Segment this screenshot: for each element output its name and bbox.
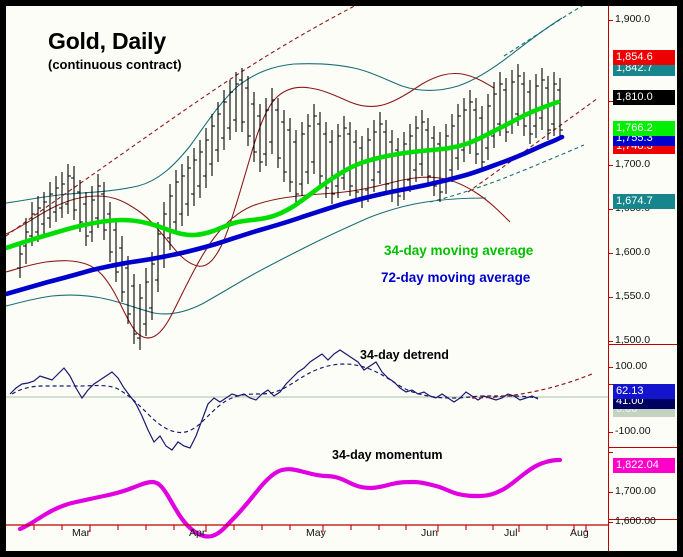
detrend-projection-line [471,373,593,399]
momentum-label-1822[interactable]: 1,822.04 [613,458,675,473]
panel-divider [608,519,677,520]
plot-area [6,6,608,551]
legend-ma72-label: 72-day moving average [381,270,531,285]
panel-divider [608,447,677,448]
ma34-line [6,99,561,251]
price-axis-line [608,6,609,551]
upper-band-line [6,72,495,267]
panel-divider [608,344,677,345]
scale-tick [608,253,613,254]
scale-label-1600: 1,600.0 [615,246,651,258]
scale-tick [608,165,613,166]
scale-label-neg100: -100.00 [615,425,651,437]
x-axis-minor-ticks [33,525,587,532]
price-label-1674[interactable]: 1,674.7 [613,194,675,209]
chart-canvas [6,6,608,551]
upper-channel-line [6,17,563,204]
price-scale[interactable]: 1,900.0 1,800.0 1,700.0 1,650.0 1,600.0 … [608,6,677,551]
x-tick-label-jul: Jul [504,527,518,539]
lower-band-projection [467,97,599,193]
scale-tick [608,367,613,368]
price-label-1810[interactable]: 1,810.0 [613,90,675,105]
lower-channel-projection [429,144,585,203]
x-tick-label-jun: Jun [421,527,438,539]
scale-tick [608,432,613,433]
chart-subtitle: (continuous contract) [48,57,182,72]
detrend-label-62[interactable]: 62.13 [613,384,675,399]
scale-label-1700: 1,700.0 [615,158,651,170]
scale-tick [608,522,613,523]
scale-tick [608,209,613,210]
scale-label-100: 100.00 [615,360,648,372]
scale-tick [608,101,613,102]
scale-tick [608,452,613,453]
scale-tick [608,492,613,493]
momentum-panel [17,457,563,539]
scale-label-1550: 1,550.0 [615,290,651,302]
x-tick-label-aug: Aug [570,527,589,539]
x-tick-label-may: May [306,527,326,539]
upper-band-projection [6,6,356,237]
price-label-1766[interactable]: 1,766.2 [613,121,675,136]
price-panel [6,6,599,350]
momentum-panel-label: 34-day momentum [332,448,443,462]
upper-channel-projection [503,6,584,57]
scale-label-mom-1700: 1,700.00 [615,485,656,497]
momentum-line [17,457,563,539]
detrend-panel-label: 34-day detrend [360,348,449,362]
x-tick-label-apr: Apr [189,527,206,539]
scale-label-mom-1600: 1,600.00 [615,515,656,527]
lower-channel-line [6,197,487,315]
detrend-panel [6,349,608,451]
ma72-line [6,134,565,297]
scale-tick [608,341,613,342]
scale-label-1500: 1,500.0 [615,334,651,346]
scale-tick [608,297,613,298]
detrend-line [9,349,539,451]
x-tick-label-mar: Mar [72,527,91,539]
ohlc-bars [17,64,563,350]
price-label-1854[interactable]: 1,854.6 [613,50,675,65]
detrend-smoothed-line [11,363,539,434]
chart-title: Gold, Daily [48,28,166,54]
scale-tick [608,20,613,21]
scale-tick [608,384,613,385]
scale-label-1900: 1,900.0 [615,13,651,25]
legend-ma34-label: 34-day moving average [384,243,534,258]
